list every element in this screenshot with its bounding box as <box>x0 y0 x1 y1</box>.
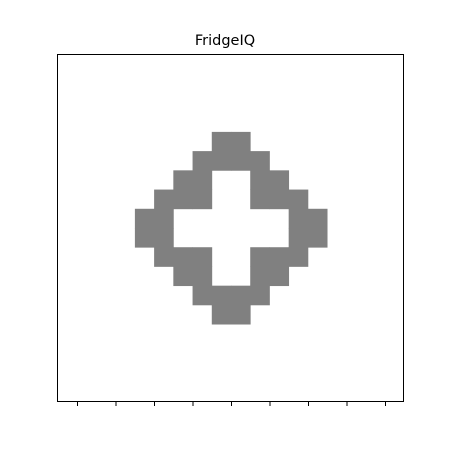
pixel-cell <box>173 170 193 190</box>
pixel-cell <box>288 208 309 229</box>
pixel-cell <box>192 285 213 306</box>
pixel-cell <box>134 208 155 229</box>
pixel-cell <box>231 131 251 152</box>
pixel-cell <box>154 247 174 267</box>
pixel-cell <box>250 151 270 171</box>
pixel-cell <box>250 170 270 190</box>
pixel-cell <box>250 247 270 267</box>
pixel-cell <box>288 228 309 248</box>
pixel-cell <box>307 208 328 229</box>
pixel-cell <box>269 170 290 190</box>
pixel-cell <box>173 189 193 210</box>
pixel-cell <box>192 151 213 171</box>
pixel-cell <box>211 285 232 306</box>
pixel-cell <box>192 247 213 267</box>
pixel-cell <box>192 189 213 210</box>
pixel-cell <box>231 304 251 325</box>
pixel-cell <box>173 247 193 267</box>
pixel-cell <box>134 228 155 248</box>
pixel-cell <box>154 189 174 210</box>
pixel-cell <box>211 304 232 325</box>
pixel-cell <box>192 170 213 190</box>
pixel-cells <box>134 131 328 325</box>
pixel-cell <box>192 266 213 287</box>
plot-frame <box>57 54 404 402</box>
pixel-cell <box>231 285 251 306</box>
pixel-cell <box>288 247 309 267</box>
pixel-cell <box>307 228 328 248</box>
pixel-cell <box>269 266 290 287</box>
pixel-cell <box>250 189 270 210</box>
app-title: FridgeIQ <box>194 33 256 49</box>
pixel-cell <box>211 131 232 152</box>
pixel-cell <box>173 266 193 287</box>
pixel-cell <box>154 208 174 229</box>
pixel-cell <box>231 151 251 171</box>
pixel-cell <box>269 247 290 267</box>
pixel-cell <box>250 285 270 306</box>
pixel-cell <box>269 189 290 210</box>
pixel-cell <box>211 151 232 171</box>
pixel-cell <box>154 228 174 248</box>
x-axis-ticks <box>77 402 386 406</box>
pixel-cell <box>288 189 309 210</box>
pixel-cell <box>250 266 270 287</box>
